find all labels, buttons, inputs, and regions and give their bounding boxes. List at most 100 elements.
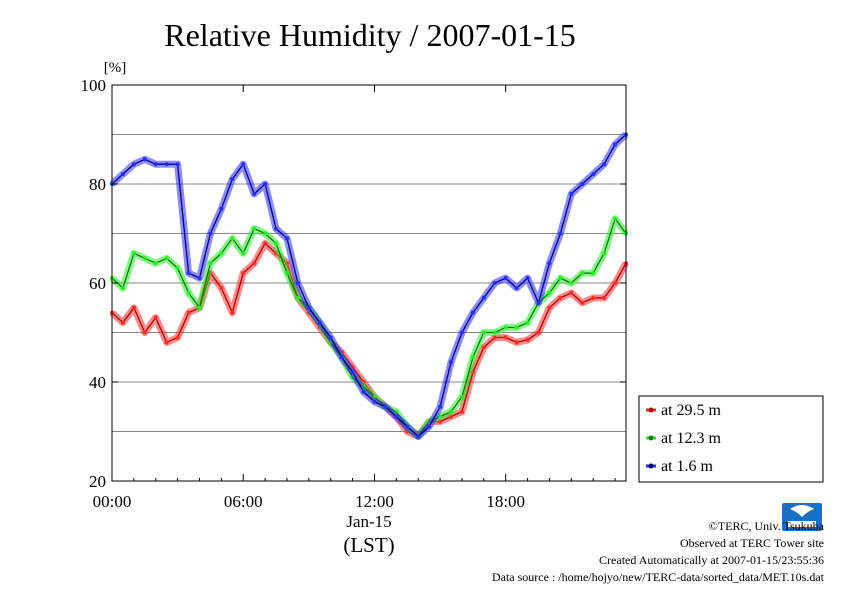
data-point [492,281,497,285]
data-point [142,330,147,335]
y-tick-label: 100 [81,76,107,95]
data-point [460,394,464,399]
data-point [591,295,596,300]
data-point [525,337,530,342]
data-point [197,305,202,310]
footer-copyright: ©TERC, Univ. Tsukuba [708,519,824,533]
data-point [263,231,268,236]
x-tick-label: 06:00 [224,492,263,511]
footer-data-source: Data source : /home/hojyo/new/TERC-data/… [491,570,824,584]
data-point [219,251,224,256]
data-point [536,300,541,305]
data-point [241,162,246,167]
data-point [503,276,508,281]
legend-marker [648,463,654,469]
data-point [547,305,552,310]
data-point [449,360,453,365]
data-point [120,172,125,177]
data-point [536,330,541,335]
legend: at 29.5 m at 12.3 m at 1.6 m [638,395,824,483]
y-tick-label: 80 [89,175,106,194]
data-point [613,281,618,285]
data-point [569,281,574,285]
data-point [164,256,169,261]
data-point [481,330,486,335]
data-point [372,399,377,404]
data-point [547,290,552,295]
data-point [580,182,585,186]
data-point [295,281,300,285]
x-axis: 00:00 06:00 12:00 18:00 [93,85,616,511]
data-point [481,345,486,350]
y-axis: 20 40 60 80 100 [81,76,626,491]
data-point [306,305,311,310]
data-point [449,409,453,414]
data-point [197,276,202,281]
chart-title: Relative Humidity / 2007-01-15 [164,17,576,53]
x-tick-label: 18:00 [486,492,525,511]
data-point [230,236,235,241]
data-point [219,206,224,211]
data-point [230,177,235,182]
data-point [328,335,333,340]
data-point [492,330,497,335]
terc-logo-icon [782,503,822,531]
data-point [514,325,519,330]
data-point [438,404,443,409]
data-point [481,295,486,300]
data-point [602,162,607,167]
data-point [339,355,344,360]
data-point [274,241,278,246]
grid [112,134,626,432]
legend-label: at 12.3 m [661,430,722,447]
data-point [131,305,136,310]
data-point [153,261,158,266]
legend-label: at 29.5 m [661,402,722,419]
data-point [252,191,257,196]
data-point [219,286,224,290]
data-point [295,295,300,300]
data-point [547,261,552,266]
data-point [164,340,169,345]
data-point [580,300,585,305]
data-point [470,355,475,360]
data-point [153,162,158,167]
data-point [569,290,574,295]
data-point [285,271,289,276]
data-point [558,276,563,281]
y-tick-label: 20 [89,472,106,491]
y-tick-label: 40 [89,373,106,392]
data-point [613,142,618,147]
data-point [416,434,421,439]
data-point [350,370,355,375]
data-point [131,251,136,256]
data-point [252,261,257,266]
data-point [241,271,246,276]
data-point [503,325,508,330]
data-point [613,216,618,221]
data-point [285,236,289,241]
data-point [142,256,147,261]
series-layer [109,131,630,440]
data-point [492,335,497,340]
data-point [405,424,410,429]
data-point [131,162,136,167]
data-point [252,226,257,231]
legend-label: at 1.6 m [661,458,714,475]
data-point [460,330,464,335]
data-point [274,226,278,231]
y-axis-unit-label: [%] [104,60,127,76]
x-tick-label: 00:00 [93,492,132,511]
data-point [186,290,191,295]
y-tick-label: 60 [89,274,106,293]
data-point [383,404,388,409]
data-point [591,172,596,177]
data-point [263,182,268,186]
data-point [514,340,519,345]
data-point [591,271,596,276]
data-point [153,315,158,320]
data-point [241,251,246,256]
data-point [230,310,235,315]
data-point [514,286,519,290]
data-point [186,310,191,315]
